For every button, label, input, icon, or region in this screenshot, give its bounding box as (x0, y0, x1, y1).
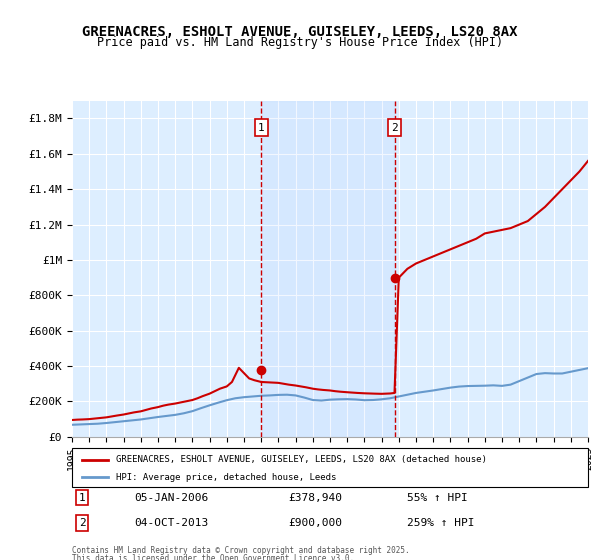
Text: 2: 2 (391, 123, 398, 133)
FancyBboxPatch shape (72, 448, 588, 487)
Bar (262, 101, 394, 437)
Text: This data is licensed under the Open Government Licence v3.0.: This data is licensed under the Open Gov… (72, 554, 354, 560)
Text: 1: 1 (79, 493, 86, 503)
Text: GREENACRES, ESHOLT AVENUE, GUISELEY, LEEDS, LS20 8AX: GREENACRES, ESHOLT AVENUE, GUISELEY, LEE… (82, 25, 518, 39)
Text: HPI: Average price, detached house, Leeds: HPI: Average price, detached house, Leed… (116, 473, 336, 482)
Text: 55% ↑ HPI: 55% ↑ HPI (407, 493, 468, 503)
Text: Price paid vs. HM Land Registry's House Price Index (HPI): Price paid vs. HM Land Registry's House … (97, 36, 503, 49)
Text: Contains HM Land Registry data © Crown copyright and database right 2025.: Contains HM Land Registry data © Crown c… (72, 546, 410, 555)
Text: £900,000: £900,000 (289, 518, 343, 528)
Text: 259% ↑ HPI: 259% ↑ HPI (407, 518, 475, 528)
Text: £378,940: £378,940 (289, 493, 343, 503)
Text: 04-OCT-2013: 04-OCT-2013 (134, 518, 208, 528)
Text: 05-JAN-2006: 05-JAN-2006 (134, 493, 208, 503)
Text: 1: 1 (258, 123, 265, 133)
Text: GREENACRES, ESHOLT AVENUE, GUISELEY, LEEDS, LS20 8AX (detached house): GREENACRES, ESHOLT AVENUE, GUISELEY, LEE… (116, 455, 487, 464)
Text: 2: 2 (79, 518, 86, 528)
